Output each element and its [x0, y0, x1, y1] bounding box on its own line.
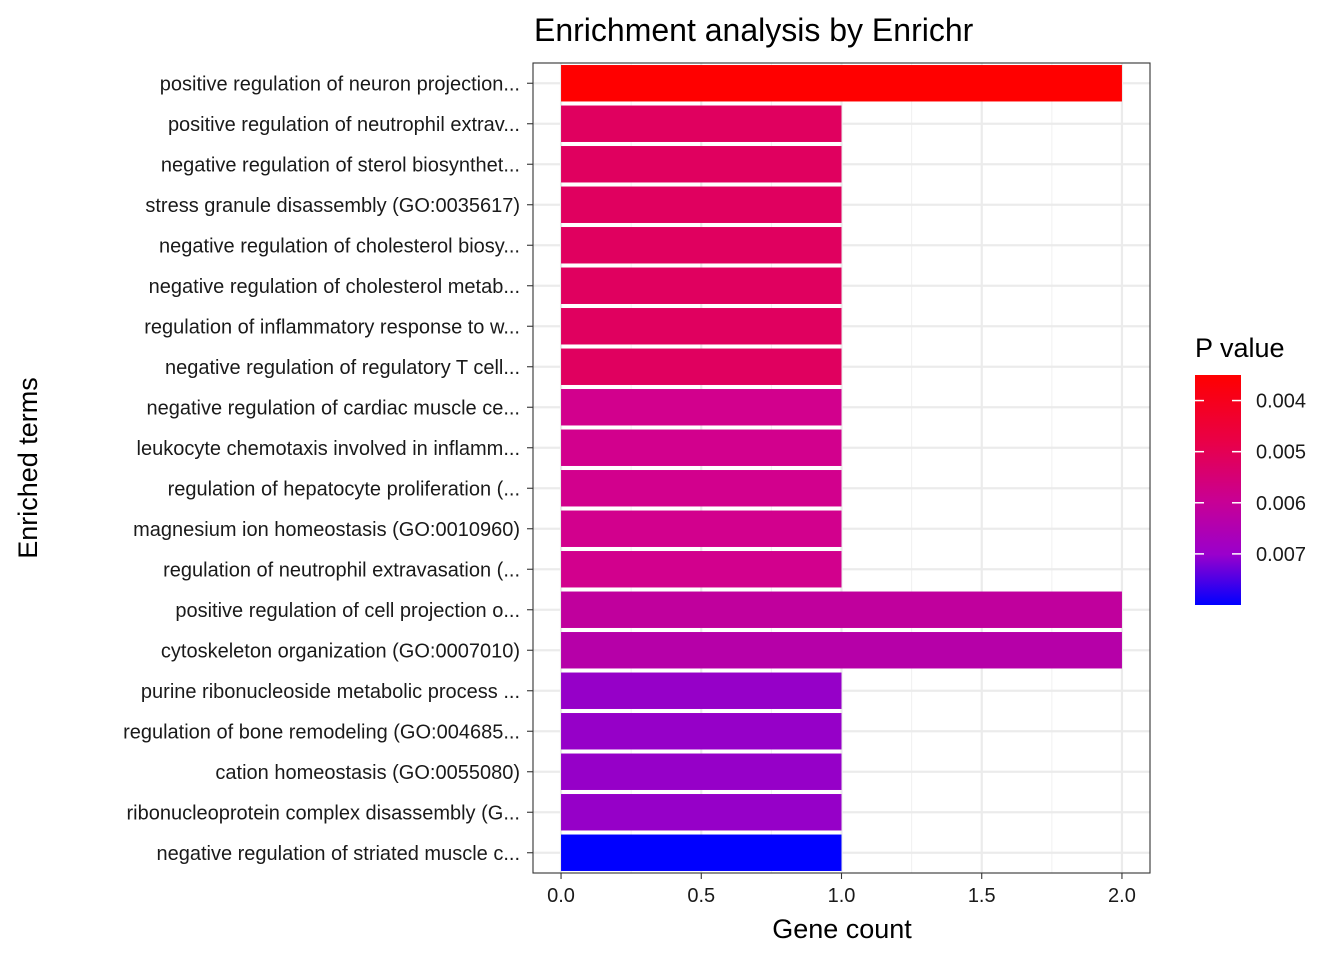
legend-tick-label: 0.005: [1256, 442, 1306, 464]
y-tick-label: regulation of bone remodeling (GO:004685…: [123, 721, 520, 743]
bar-5: [561, 227, 842, 264]
y-tick-label: positive regulation of neutrophil extrav…: [168, 114, 520, 136]
bar-2: [561, 105, 842, 142]
legend-tick-label: 0.006: [1256, 493, 1306, 515]
y-tick-label: negative regulation of cholesterol metab…: [149, 276, 520, 298]
y-tick-label: negative regulation of regulatory T cell…: [165, 357, 520, 379]
bars: [561, 65, 1122, 871]
x-tick-label: 2.0: [1108, 885, 1136, 907]
legend-title: P value: [1195, 333, 1285, 363]
legend-tick-label: 0.007: [1256, 544, 1306, 566]
y-tick-label: stress granule disassembly (GO:0035617): [145, 195, 520, 217]
x-tick-label: 1.0: [828, 885, 856, 907]
y-tick-label: leukocyte chemotaxis involved in inflamm…: [137, 438, 521, 460]
y-tick-label: regulation of hepatocyte proliferation (…: [168, 478, 520, 500]
y-tick-label: negative regulation of cardiac muscle ce…: [146, 397, 520, 419]
y-tick-label: purine ribonucleoside metabolic process …: [141, 681, 520, 703]
bar-16: [561, 672, 842, 709]
bar-13: [561, 551, 842, 588]
bar-3: [561, 146, 842, 183]
legend-tick-label: 0.004: [1256, 391, 1306, 413]
x-tick-label: 0.0: [547, 885, 575, 907]
y-tick-label: positive regulation of cell projection o…: [175, 600, 520, 622]
bar-14: [561, 591, 1122, 628]
y-tick-label: regulation of neutrophil extravasation (…: [163, 559, 520, 581]
bar-7: [561, 308, 842, 345]
bar-18: [561, 753, 842, 790]
y-tick-label: magnesium ion homeostasis (GO:0010960): [133, 519, 520, 541]
legend: P value 0.004 0.005 0.006 0.007: [1195, 333, 1306, 605]
bar-1: [561, 65, 1122, 102]
y-axis-title: Enriched terms: [13, 377, 43, 559]
y-tick-label: cytoskeleton organization (GO:0007010): [161, 640, 520, 662]
bar-4: [561, 186, 842, 223]
legend-colorbar: [1195, 375, 1241, 605]
y-tick-label: cation homeostasis (GO:0055080): [215, 762, 520, 784]
y-tick-label: regulation of inflammatory response to w…: [144, 316, 520, 338]
x-tick-label: 0.5: [687, 885, 715, 907]
y-tick-label: negative regulation of cholesterol biosy…: [159, 235, 520, 257]
bar-9: [561, 389, 842, 426]
y-tick-label: negative regulation of striated muscle c…: [156, 843, 520, 865]
bar-12: [561, 510, 842, 547]
y-tick-label: negative regulation of sterol biosynthet…: [161, 154, 520, 176]
y-tick-label: ribonucleoprotein complex disassembly (G…: [126, 802, 520, 824]
bar-6: [561, 267, 842, 304]
x-tick-label: 1.5: [968, 885, 996, 907]
bar-20: [561, 834, 842, 871]
bar-11: [561, 470, 842, 507]
chart-title: Enrichment analysis by Enrichr: [534, 12, 974, 48]
y-tick-label: positive regulation of neuron projection…: [160, 73, 520, 95]
bar-8: [561, 348, 842, 385]
x-axis-title: Gene count: [772, 914, 912, 944]
bar-15: [561, 632, 1122, 669]
y-axis: positive regulation of neuron projection…: [123, 73, 533, 865]
bar-17: [561, 713, 842, 750]
bar-10: [561, 429, 842, 466]
x-axis: 0.0 0.5 1.0 1.5 2.0: [547, 873, 1136, 907]
bar-19: [561, 794, 842, 831]
